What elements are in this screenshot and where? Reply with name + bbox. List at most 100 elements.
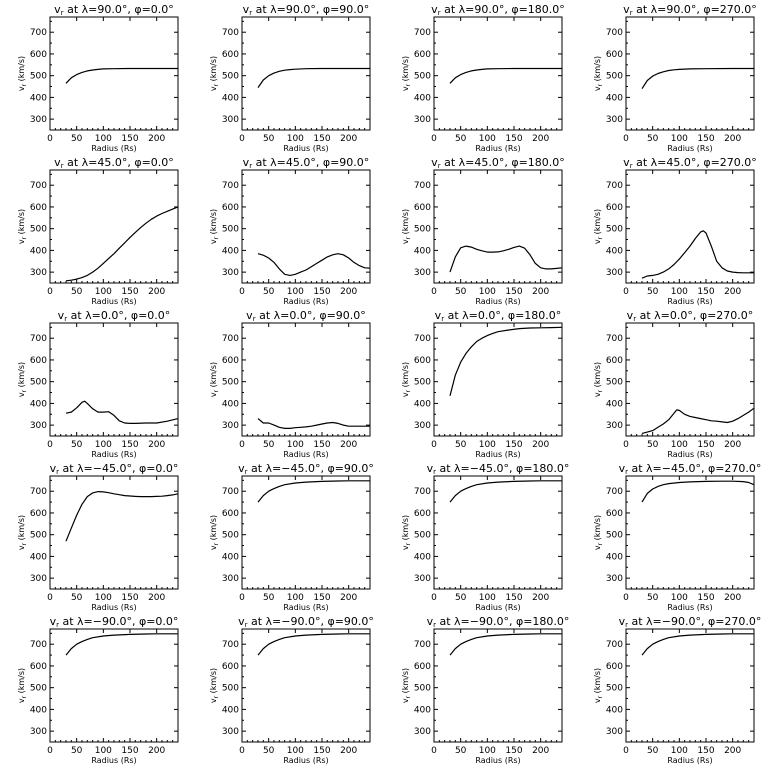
- chart-title: vr at λ=−45.0°, φ=180.0°: [427, 462, 570, 476]
- chart-title: vr at λ=45.0°, φ=270.0°: [623, 156, 757, 170]
- x-tick-label: 150: [505, 134, 522, 144]
- x-axis-label: Radius (Rs): [283, 603, 328, 612]
- chart-title: vr at λ=45.0°, φ=90.0°: [243, 156, 370, 170]
- x-tick-label: 100: [671, 134, 688, 144]
- y-axis-label: vr (km/s): [209, 56, 220, 91]
- plot-frame: [625, 628, 755, 743]
- y-tick-label: 400: [222, 93, 239, 103]
- x-tick-label: 50: [455, 746, 467, 756]
- y-axis-label: vr (km/s): [17, 56, 28, 91]
- x-tick-label: 150: [697, 287, 714, 297]
- x-tick-label: 50: [263, 134, 275, 144]
- x-tick-label: 150: [505, 593, 522, 603]
- plot-frame: [625, 322, 755, 437]
- x-axis-label: Radius (Rs): [475, 297, 520, 306]
- chart-title: vr at λ=0.0°, φ=270.0°: [627, 309, 754, 323]
- x-tick-label: 0: [239, 440, 245, 450]
- x-tick-label: 0: [623, 134, 629, 144]
- x-tick-label: 0: [623, 593, 629, 603]
- y-axis-label: vr (km/s): [401, 668, 412, 703]
- panel-14: vr at λ=−45.0°, φ=180.0° 0 50 100 150 200 300 4…: [401, 462, 569, 612]
- y-tick-label: 500: [606, 225, 623, 235]
- chart-title: vr at λ=0.0°, φ=180.0°: [435, 309, 562, 323]
- x-tick-label: 50: [455, 593, 467, 603]
- series-line: [257, 253, 371, 276]
- x-tick-label: 150: [697, 746, 714, 756]
- y-tick-label: 300: [414, 115, 431, 125]
- y-tick-label: 700: [30, 640, 47, 650]
- x-tick-label: 100: [287, 440, 304, 450]
- x-tick-label: 100: [95, 440, 112, 450]
- y-tick-label: 400: [222, 399, 239, 409]
- series-line: [641, 633, 754, 656]
- y-tick-label: 700: [606, 640, 623, 650]
- panel-16: vr at λ=−90.0°, φ=0.0° 0 50 100 150 200 300 400…: [17, 615, 179, 765]
- x-tick-label: 200: [724, 593, 741, 603]
- x-tick-label: 150: [121, 287, 138, 297]
- y-tick-label: 700: [606, 487, 623, 497]
- panel-8: vr at λ=0.0°, φ=0.0° 0 50 100 150 200 300 400 50…: [17, 309, 179, 459]
- y-tick-label: 700: [606, 28, 623, 38]
- chart-title: vr at λ=45.0°, φ=0.0°: [54, 156, 174, 170]
- x-tick-label: 200: [148, 440, 165, 450]
- y-tick-label: 400: [30, 93, 47, 103]
- y-tick-label: 500: [30, 531, 47, 541]
- y-axis-label: vr (km/s): [209, 209, 220, 244]
- y-tick-label: 500: [414, 378, 431, 388]
- x-tick-label: 150: [505, 287, 522, 297]
- x-tick-label: 100: [287, 287, 304, 297]
- x-tick-label: 50: [647, 440, 659, 450]
- x-tick-label: 0: [623, 440, 629, 450]
- plot-frame: [433, 475, 563, 590]
- x-tick-label: 50: [455, 440, 467, 450]
- x-tick-label: 200: [340, 440, 357, 450]
- x-tick-label: 150: [313, 287, 330, 297]
- x-axis-label: Radius (Rs): [283, 144, 328, 153]
- y-tick-label: 700: [414, 640, 431, 650]
- x-tick-label: 0: [47, 287, 53, 297]
- y-tick-label: 700: [222, 334, 239, 344]
- x-tick-label: 100: [479, 134, 496, 144]
- x-axis-label: Radius (Rs): [283, 450, 328, 459]
- plot-frame: [49, 628, 179, 743]
- y-tick-label: 300: [606, 727, 623, 737]
- panel-18: vr at λ=−90.0°, φ=180.0° 0 50 100 150 200 300 4…: [401, 615, 569, 765]
- y-tick-label: 500: [30, 378, 47, 388]
- x-tick-label: 200: [148, 746, 165, 756]
- series-line: [449, 326, 563, 396]
- x-tick-label: 150: [313, 746, 330, 756]
- x-axis-label: Radius (Rs): [283, 297, 328, 306]
- x-tick-label: 50: [71, 440, 83, 450]
- x-axis-label: Radius (Rs): [475, 144, 520, 153]
- plot-frame: [49, 169, 179, 284]
- x-tick-label: 200: [148, 287, 165, 297]
- y-tick-label: 400: [30, 705, 47, 715]
- plot-frame: [625, 169, 755, 284]
- x-tick-label: 0: [239, 593, 245, 603]
- y-axis-label: vr (km/s): [593, 668, 604, 703]
- x-tick-label: 0: [623, 287, 629, 297]
- y-tick-label: 500: [222, 378, 239, 388]
- x-tick-label: 100: [287, 134, 304, 144]
- x-tick-label: 100: [479, 593, 496, 603]
- y-tick-label: 300: [222, 421, 239, 431]
- x-tick-label: 200: [148, 593, 165, 603]
- x-axis-label: Radius (Rs): [91, 756, 136, 765]
- panel-17: vr at λ=−90.0°, φ=90.0° 0 50 100 150 200 300 40…: [209, 615, 374, 765]
- x-axis-label: Radius (Rs): [91, 297, 136, 306]
- y-tick-label: 700: [222, 28, 239, 38]
- x-tick-label: 200: [340, 287, 357, 297]
- x-tick-label: 50: [647, 746, 659, 756]
- series-line: [257, 480, 370, 503]
- y-tick-label: 400: [606, 399, 623, 409]
- y-tick-label: 600: [222, 509, 239, 519]
- panel-15: vr at λ=−45.0°, φ=270.0° 0 50 100 150 200 300 4…: [593, 462, 761, 612]
- x-tick-label: 200: [724, 134, 741, 144]
- chart-title: vr at λ=45.0°, φ=180.0°: [431, 156, 565, 170]
- panel-4: vr at λ=45.0°, φ=0.0° 0 50 100 150 200 300 400 5…: [17, 156, 179, 306]
- plot-frame: [241, 16, 371, 131]
- series-line: [449, 67, 562, 84]
- y-axis-label: vr (km/s): [209, 668, 220, 703]
- x-tick-label: 50: [263, 440, 275, 450]
